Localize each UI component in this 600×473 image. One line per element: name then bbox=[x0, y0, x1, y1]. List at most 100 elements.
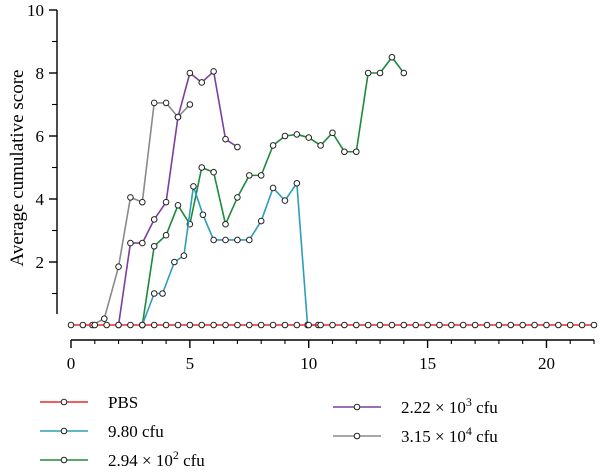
data-point bbox=[436, 321, 443, 329]
legend-label: 2.22 × 103 cfu bbox=[401, 395, 498, 417]
data-point bbox=[269, 184, 277, 192]
data-point bbox=[180, 252, 188, 259]
data-point bbox=[245, 236, 253, 244]
data-point bbox=[127, 194, 134, 201]
series-0 bbox=[67, 321, 598, 329]
data-point bbox=[400, 321, 408, 329]
data-point bbox=[459, 321, 467, 329]
data-point bbox=[400, 69, 408, 77]
data-point bbox=[578, 321, 586, 329]
data-point bbox=[543, 321, 550, 329]
data-point bbox=[281, 321, 289, 329]
data-point bbox=[150, 321, 158, 329]
data-point bbox=[91, 321, 99, 329]
legend-marker bbox=[353, 403, 361, 411]
data-point bbox=[388, 321, 396, 329]
data-point bbox=[222, 135, 229, 143]
data-point bbox=[352, 321, 360, 329]
data-point bbox=[234, 194, 241, 201]
data-point bbox=[257, 217, 265, 225]
data-point bbox=[139, 321, 146, 329]
data-point bbox=[495, 321, 503, 329]
data-point bbox=[171, 258, 178, 266]
data-point bbox=[341, 321, 348, 329]
data-point bbox=[139, 239, 146, 247]
data-point bbox=[376, 69, 384, 77]
data-point bbox=[222, 321, 229, 329]
data-point bbox=[424, 321, 431, 329]
data-point bbox=[79, 321, 87, 329]
data-point bbox=[103, 321, 110, 329]
data-point bbox=[341, 148, 348, 156]
data-point bbox=[210, 68, 217, 75]
data-point bbox=[150, 216, 158, 223]
data-point bbox=[388, 53, 396, 61]
legend-label: 9.80 cfu bbox=[108, 422, 164, 441]
data-point bbox=[305, 321, 313, 329]
y-tick-label: 6 bbox=[36, 127, 45, 146]
data-point bbox=[67, 321, 75, 329]
data-point bbox=[174, 202, 182, 209]
data-point bbox=[245, 321, 253, 329]
x-tick-label: 20 bbox=[538, 354, 555, 373]
legend-label: 3.15 × 104 cfu bbox=[401, 424, 498, 446]
data-point bbox=[483, 321, 491, 329]
data-point bbox=[590, 321, 598, 329]
legend-item-3: 2.22 × 103 cfu bbox=[333, 395, 498, 417]
data-point bbox=[293, 131, 301, 138]
x-tick-label: 0 bbox=[67, 354, 76, 373]
legend-marker bbox=[60, 398, 68, 406]
data-point bbox=[198, 321, 206, 329]
legend-item-0: PBS bbox=[40, 393, 138, 412]
data-point bbox=[186, 321, 194, 329]
data-point bbox=[150, 242, 158, 250]
y-tick-label: 10 bbox=[27, 1, 44, 20]
x-tick-label: 15 bbox=[419, 354, 436, 373]
data-point bbox=[150, 290, 158, 297]
data-point bbox=[198, 164, 206, 171]
data-point bbox=[234, 321, 241, 329]
y-axis-title: Average cumulative score bbox=[7, 70, 28, 267]
data-point bbox=[222, 236, 229, 244]
data-point bbox=[364, 69, 372, 77]
data-point bbox=[127, 321, 134, 329]
data-point bbox=[199, 211, 207, 219]
data-point bbox=[281, 197, 289, 204]
data-point bbox=[210, 236, 217, 244]
legend-item-2: 2.94 × 102 cfu bbox=[40, 448, 205, 470]
x-tick-label: 10 bbox=[300, 354, 317, 373]
y-tick-label: 4 bbox=[36, 190, 45, 209]
data-point bbox=[174, 113, 182, 121]
data-point bbox=[257, 321, 265, 329]
data-point bbox=[245, 172, 253, 179]
data-point bbox=[115, 263, 122, 271]
data-point bbox=[127, 239, 134, 247]
legend-item-1: 9.80 cfu bbox=[40, 422, 164, 441]
data-point bbox=[190, 183, 197, 190]
legend-marker bbox=[60, 427, 68, 435]
legend-marker bbox=[353, 432, 361, 440]
data-point bbox=[329, 321, 336, 329]
data-point bbox=[293, 321, 301, 329]
legend: PBS 9.80 cfu 2.94 × 102 cfu 2.22 × 103 cfu 3… bbox=[40, 393, 498, 470]
data-point bbox=[364, 321, 372, 329]
data-point bbox=[162, 99, 170, 107]
data-point bbox=[329, 129, 336, 137]
data-point bbox=[305, 134, 313, 141]
data-point bbox=[293, 179, 301, 187]
data-point bbox=[566, 321, 574, 329]
y-tick-label: 8 bbox=[36, 64, 45, 83]
x-tick-label: 5 bbox=[186, 354, 195, 373]
series-layer bbox=[67, 53, 598, 329]
data-point bbox=[507, 321, 515, 329]
data-point bbox=[162, 321, 170, 329]
legend-marker bbox=[60, 456, 68, 464]
legend-label: PBS bbox=[108, 393, 138, 412]
axes: 2 4 6 8 10 0 5 10 15 20 bbox=[27, 1, 595, 373]
data-point bbox=[234, 143, 241, 151]
data-point bbox=[162, 198, 170, 206]
series-4 bbox=[89, 99, 194, 329]
data-point bbox=[269, 142, 277, 149]
series-line bbox=[141, 182, 319, 326]
